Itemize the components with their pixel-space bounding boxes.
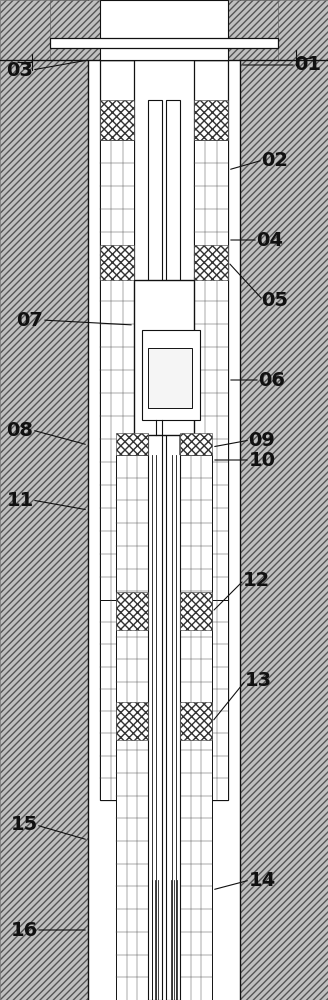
Bar (166, 100, 180, 1000)
Bar (100, 0, 228, 60)
Bar (194, 600, 228, 800)
Bar (100, 600, 134, 800)
Bar (142, 330, 200, 420)
Bar (50, 0, 278, 60)
Bar (100, 100, 134, 140)
Bar (100, 140, 134, 600)
Text: 03: 03 (7, 60, 33, 80)
Text: 10: 10 (249, 450, 276, 470)
Text: 07: 07 (16, 310, 43, 330)
Bar (148, 348, 192, 408)
Bar (88, 0, 240, 1000)
Polygon shape (180, 435, 194, 455)
Text: 04: 04 (256, 231, 283, 249)
Bar (116, 702, 148, 740)
Bar (194, 140, 228, 600)
Text: 13: 13 (244, 670, 272, 690)
Bar (116, 455, 148, 1000)
Bar (194, 60, 228, 800)
Text: 14: 14 (248, 870, 276, 890)
Text: 08: 08 (7, 420, 33, 440)
Polygon shape (134, 435, 148, 455)
Text: 15: 15 (10, 816, 38, 834)
Text: 05: 05 (261, 290, 289, 310)
Bar (180, 702, 212, 740)
Text: 01: 01 (295, 55, 321, 75)
Bar (100, 245, 134, 280)
Text: 16: 16 (10, 920, 38, 940)
Bar (50, 38, 278, 48)
Bar (240, 0, 328, 1000)
Bar (194, 100, 228, 140)
Text: 09: 09 (249, 430, 276, 450)
Bar (116, 592, 148, 630)
Bar (180, 433, 212, 455)
Bar (116, 433, 148, 455)
Bar (0, 0, 88, 1000)
Text: 02: 02 (261, 150, 289, 169)
Bar (180, 592, 212, 630)
Text: 12: 12 (242, 570, 270, 589)
Text: 11: 11 (6, 490, 34, 510)
Text: 06: 06 (258, 370, 285, 389)
Bar (100, 60, 134, 800)
Bar (148, 100, 162, 1000)
Bar (180, 455, 212, 1000)
Bar (194, 245, 228, 280)
Bar (134, 280, 194, 435)
